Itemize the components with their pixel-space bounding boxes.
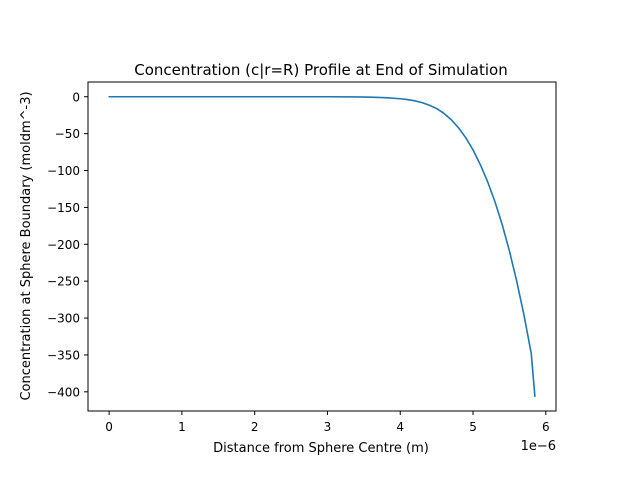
x-tick-label: 4	[396, 420, 404, 434]
chart-title: Concentration (c|r=R) Profile at End of …	[134, 61, 507, 79]
x-tick-label: 2	[251, 420, 259, 434]
x-tick-label: 0	[105, 420, 113, 434]
x-axis: 0 1 2 3 4 5 6	[105, 411, 550, 434]
y-axis-label: Concentration at Sphere Boundary (moldm^…	[19, 91, 34, 400]
y-tick-label: −400	[47, 385, 80, 399]
y-tick-label: −50	[55, 127, 80, 141]
series-line	[108, 95, 536, 398]
plot-area	[87, 81, 557, 412]
x-axis-offset-label: 1e−6	[521, 439, 556, 454]
y-tick-label: −250	[47, 275, 80, 289]
y-tick-label: −350	[47, 348, 80, 362]
x-tick-label: 5	[469, 420, 477, 434]
y-tick-label: −100	[47, 164, 80, 178]
y-tick-label: 0	[72, 90, 80, 104]
y-tick-label: −300	[47, 312, 80, 326]
x-axis-label: Distance from Sphere Centre (m)	[213, 441, 429, 456]
y-tick-label: −150	[47, 201, 80, 215]
axes-frame	[87, 81, 557, 412]
y-axis: 0 −50 −100 −150 −200 −250 −300 −350 −400	[47, 90, 88, 399]
y-tick-label: −200	[47, 238, 80, 252]
x-tick-label: 1	[178, 420, 186, 434]
x-tick-label: 3	[324, 420, 332, 434]
x-tick-label: 6	[542, 420, 550, 434]
